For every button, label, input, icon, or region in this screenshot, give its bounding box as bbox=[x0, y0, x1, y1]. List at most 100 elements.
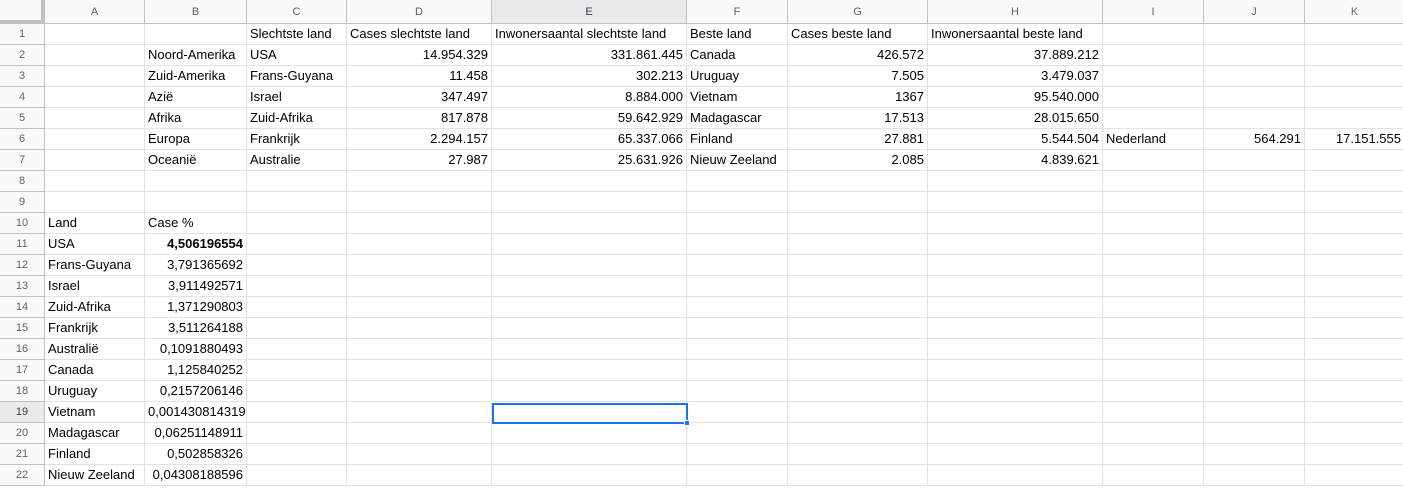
row-header-16[interactable]: 16 bbox=[0, 339, 45, 360]
cell-c15[interactable] bbox=[247, 318, 347, 339]
cell-g1[interactable]: Cases beste land bbox=[788, 24, 928, 45]
cell-f10[interactable] bbox=[687, 213, 788, 234]
cell-d15[interactable] bbox=[347, 318, 492, 339]
cell-k10[interactable] bbox=[1305, 213, 1403, 234]
cell-i3[interactable] bbox=[1103, 66, 1204, 87]
cell-h18[interactable] bbox=[928, 381, 1103, 402]
cell-g5[interactable]: 17.513 bbox=[788, 108, 928, 129]
cell-j5[interactable] bbox=[1204, 108, 1305, 129]
cell-e21[interactable] bbox=[492, 444, 687, 465]
cell-k5[interactable] bbox=[1305, 108, 1403, 129]
row-header-6[interactable]: 6 bbox=[0, 129, 45, 150]
cell-g14[interactable] bbox=[788, 297, 928, 318]
cell-k2[interactable] bbox=[1305, 45, 1403, 66]
cell-c20[interactable] bbox=[247, 423, 347, 444]
row-header-8[interactable]: 8 bbox=[0, 171, 45, 192]
row-header-12[interactable]: 12 bbox=[0, 255, 45, 276]
cell-j21[interactable] bbox=[1204, 444, 1305, 465]
cell-e20[interactable] bbox=[492, 423, 687, 444]
cell-i10[interactable] bbox=[1103, 213, 1204, 234]
cell-d21[interactable] bbox=[347, 444, 492, 465]
cell-e17[interactable] bbox=[492, 360, 687, 381]
cell-j3[interactable] bbox=[1204, 66, 1305, 87]
cell-e6[interactable]: 65.337.066 bbox=[492, 129, 687, 150]
cell-e13[interactable] bbox=[492, 276, 687, 297]
cell-c4[interactable]: Israel bbox=[247, 87, 347, 108]
cell-b20[interactable]: 0,06251148911 bbox=[145, 423, 247, 444]
cell-f17[interactable] bbox=[687, 360, 788, 381]
cell-k9[interactable] bbox=[1305, 192, 1403, 213]
cell-k16[interactable] bbox=[1305, 339, 1403, 360]
cell-d9[interactable] bbox=[347, 192, 492, 213]
cell-e2[interactable]: 331.861.445 bbox=[492, 45, 687, 66]
cell-b4[interactable]: Azië bbox=[145, 87, 247, 108]
cell-e11[interactable] bbox=[492, 234, 687, 255]
cell-g18[interactable] bbox=[788, 381, 928, 402]
cell-h13[interactable] bbox=[928, 276, 1103, 297]
row-header-10[interactable]: 10 bbox=[0, 213, 45, 234]
cell-j6[interactable]: 564.291 bbox=[1204, 129, 1305, 150]
cell-e19[interactable] bbox=[492, 402, 687, 423]
row-header-3[interactable]: 3 bbox=[0, 66, 45, 87]
cell-f15[interactable] bbox=[687, 318, 788, 339]
cell-f3[interactable]: Uruguay bbox=[687, 66, 788, 87]
cell-b14[interactable]: 1,371290803 bbox=[145, 297, 247, 318]
cell-c19[interactable] bbox=[247, 402, 347, 423]
cell-h16[interactable] bbox=[928, 339, 1103, 360]
cell-k13[interactable] bbox=[1305, 276, 1403, 297]
cell-a15[interactable]: Frankrijk bbox=[45, 318, 145, 339]
cell-f20[interactable] bbox=[687, 423, 788, 444]
cell-i8[interactable] bbox=[1103, 171, 1204, 192]
cell-a7[interactable] bbox=[45, 150, 145, 171]
cell-e10[interactable] bbox=[492, 213, 687, 234]
cell-j1[interactable] bbox=[1204, 24, 1305, 45]
cell-b22[interactable]: 0,04308188596 bbox=[145, 465, 247, 486]
cell-a11[interactable]: USA bbox=[45, 234, 145, 255]
cell-b10[interactable]: Case % bbox=[145, 213, 247, 234]
cell-g15[interactable] bbox=[788, 318, 928, 339]
cell-k21[interactable] bbox=[1305, 444, 1403, 465]
cell-f1[interactable]: Beste land bbox=[687, 24, 788, 45]
cell-g16[interactable] bbox=[788, 339, 928, 360]
cell-c2[interactable]: USA bbox=[247, 45, 347, 66]
cell-b11[interactable]: 4,506196554 bbox=[145, 234, 247, 255]
row-header-22[interactable]: 22 bbox=[0, 465, 45, 486]
cell-d4[interactable]: 347.497 bbox=[347, 87, 492, 108]
cell-i16[interactable] bbox=[1103, 339, 1204, 360]
cell-b7[interactable]: Oceanië bbox=[145, 150, 247, 171]
cell-d17[interactable] bbox=[347, 360, 492, 381]
cell-c12[interactable] bbox=[247, 255, 347, 276]
cell-g22[interactable] bbox=[788, 465, 928, 486]
cell-k12[interactable] bbox=[1305, 255, 1403, 276]
cell-i13[interactable] bbox=[1103, 276, 1204, 297]
cell-c13[interactable] bbox=[247, 276, 347, 297]
cell-i14[interactable] bbox=[1103, 297, 1204, 318]
cell-a6[interactable] bbox=[45, 129, 145, 150]
cell-j11[interactable] bbox=[1204, 234, 1305, 255]
cell-e18[interactable] bbox=[492, 381, 687, 402]
cell-j20[interactable] bbox=[1204, 423, 1305, 444]
cell-d10[interactable] bbox=[347, 213, 492, 234]
cell-k1[interactable] bbox=[1305, 24, 1403, 45]
cell-k19[interactable] bbox=[1305, 402, 1403, 423]
cell-a3[interactable] bbox=[45, 66, 145, 87]
cell-k4[interactable] bbox=[1305, 87, 1403, 108]
cell-a18[interactable]: Uruguay bbox=[45, 381, 145, 402]
cell-f8[interactable] bbox=[687, 171, 788, 192]
cell-j4[interactable] bbox=[1204, 87, 1305, 108]
cell-d5[interactable]: 817.878 bbox=[347, 108, 492, 129]
cell-g2[interactable]: 426.572 bbox=[788, 45, 928, 66]
row-header-13[interactable]: 13 bbox=[0, 276, 45, 297]
cell-d1[interactable]: Cases slechtste land bbox=[347, 24, 492, 45]
cell-f12[interactable] bbox=[687, 255, 788, 276]
cell-c22[interactable] bbox=[247, 465, 347, 486]
cell-k22[interactable] bbox=[1305, 465, 1403, 486]
cell-i5[interactable] bbox=[1103, 108, 1204, 129]
cell-j18[interactable] bbox=[1204, 381, 1305, 402]
cell-d11[interactable] bbox=[347, 234, 492, 255]
cell-k18[interactable] bbox=[1305, 381, 1403, 402]
row-header-5[interactable]: 5 bbox=[0, 108, 45, 129]
cell-h1[interactable]: Inwonersaantal beste land bbox=[928, 24, 1103, 45]
cell-b15[interactable]: 3,511264188 bbox=[145, 318, 247, 339]
cell-b2[interactable]: Noord-Amerika bbox=[145, 45, 247, 66]
